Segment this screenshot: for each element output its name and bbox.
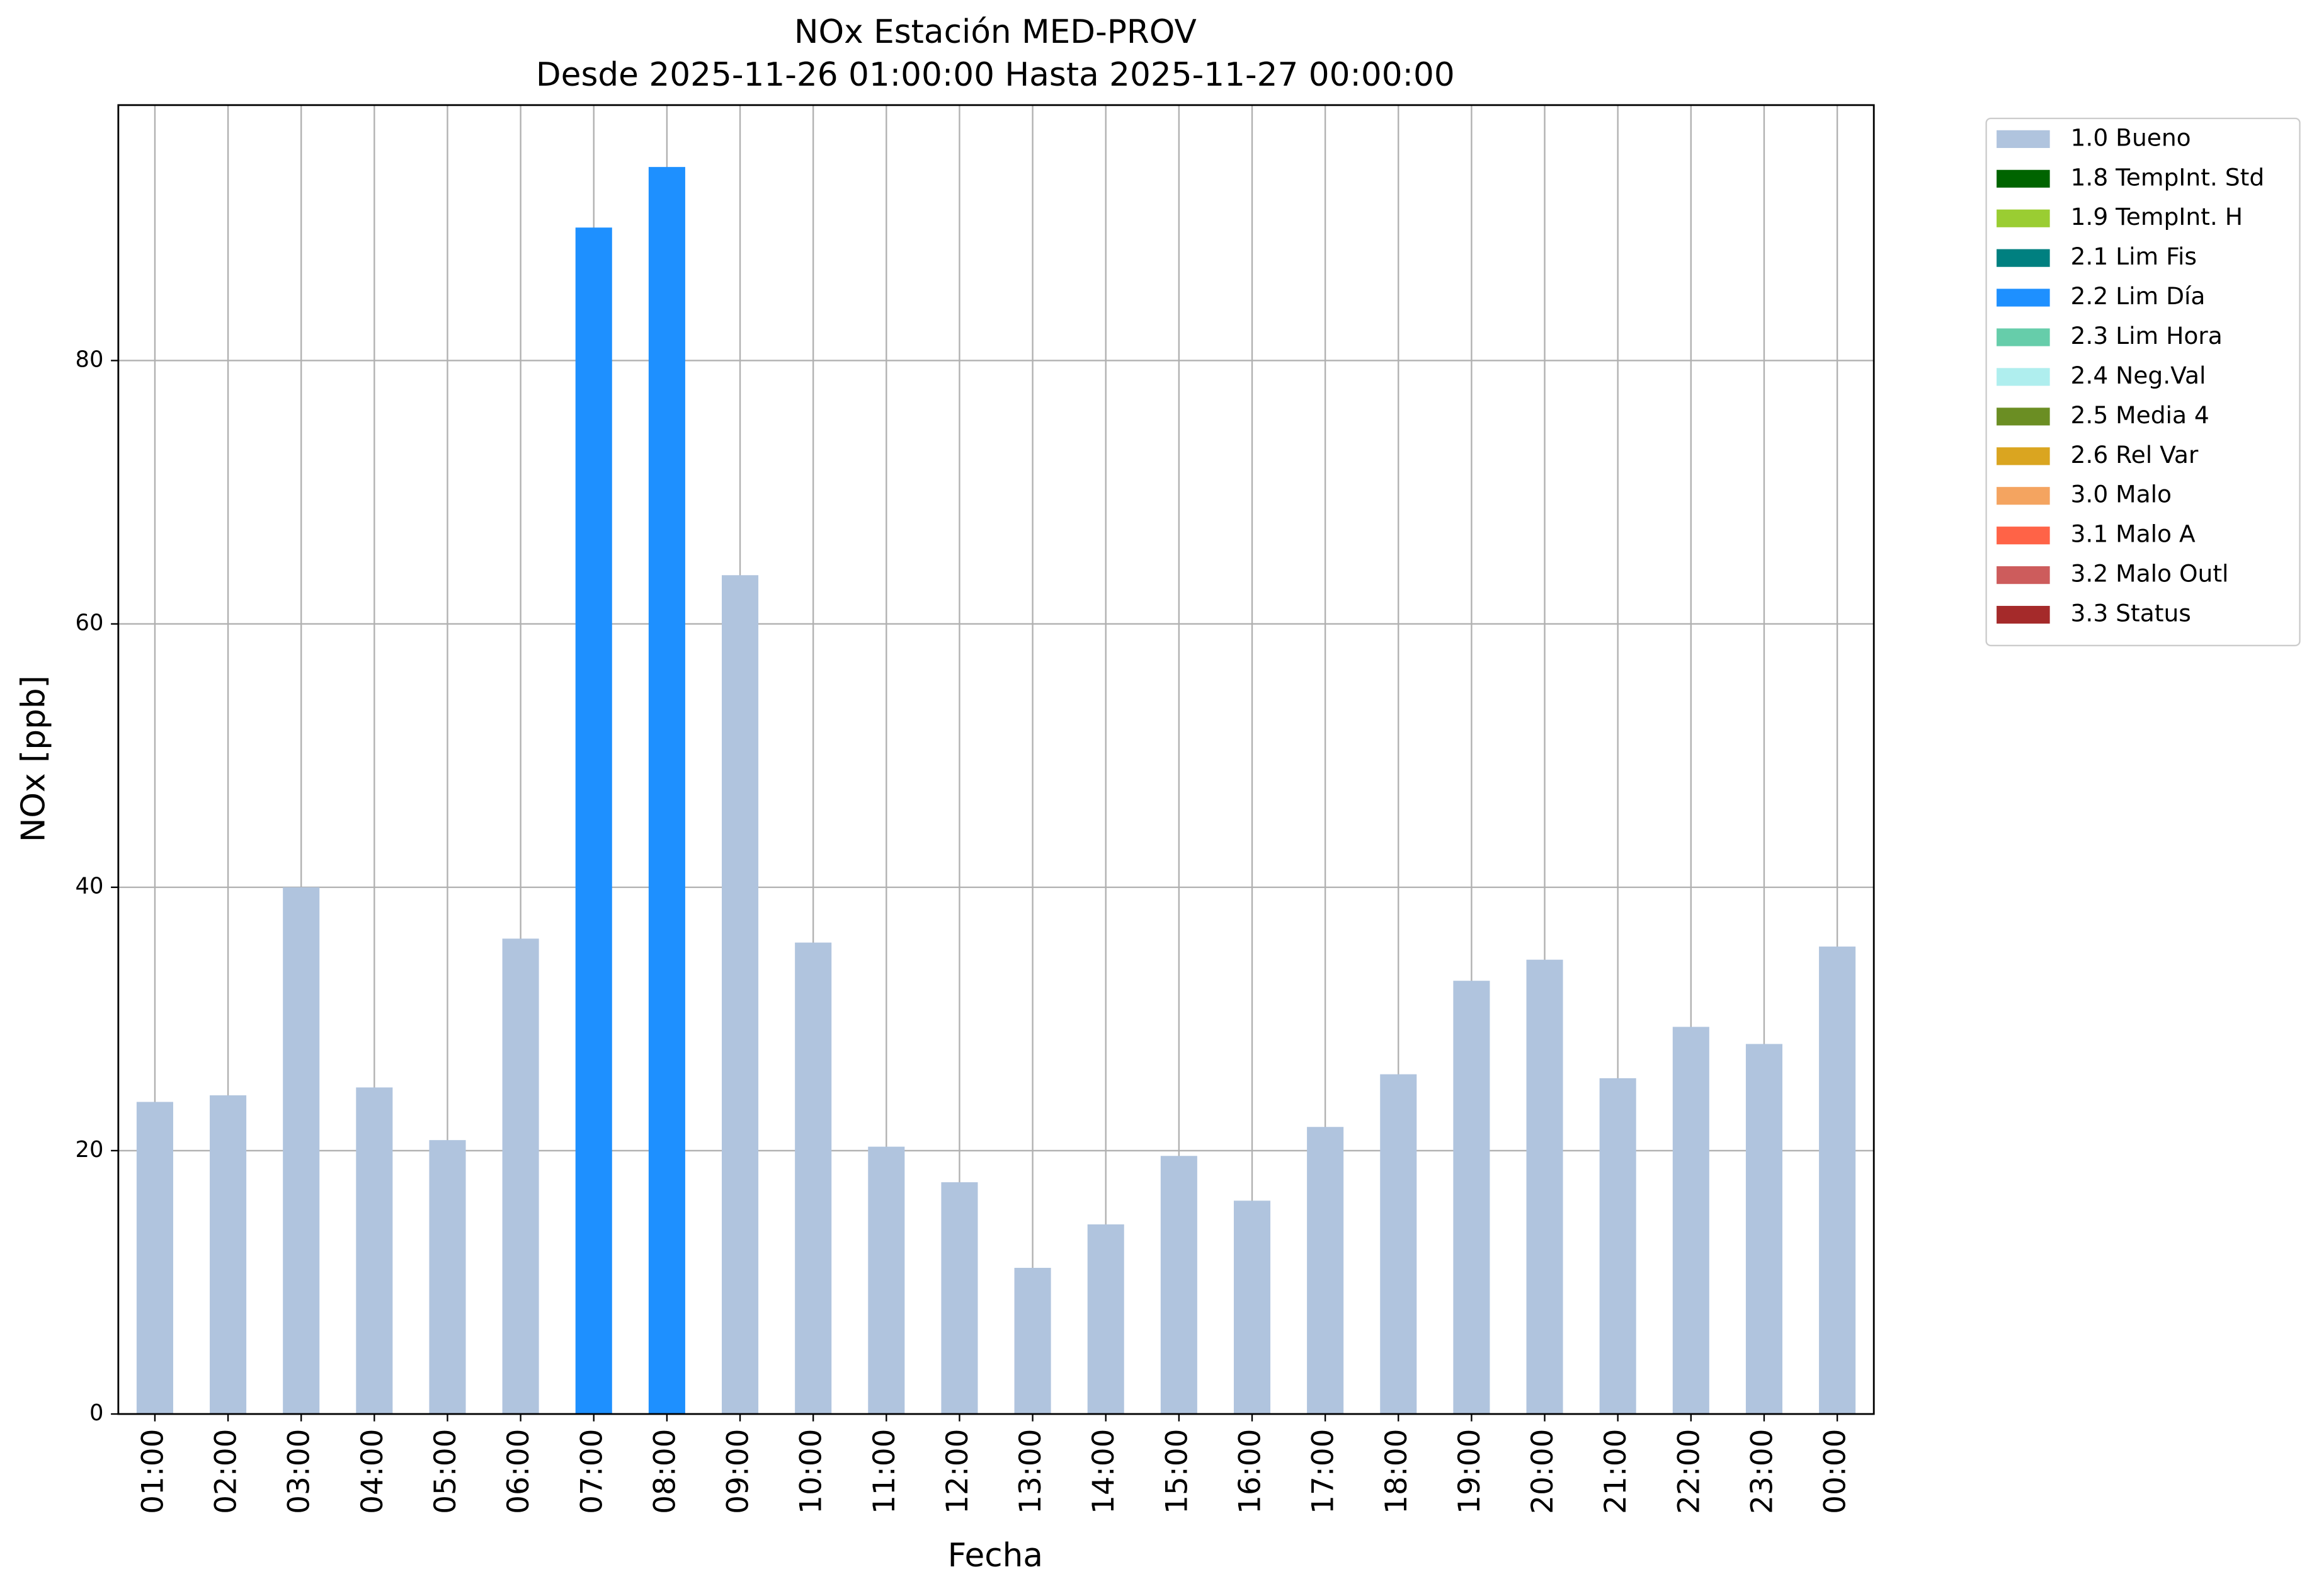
bar [941,1182,978,1415]
x-tick-label: 01:00 [135,1429,170,1514]
y-axis-label: NOx [ppb] [14,675,52,842]
bar [136,1102,173,1415]
x-tick-label: 14:00 [1086,1429,1121,1514]
legend-label: 3.0 Malo [2071,481,2172,508]
bar [1599,1078,1636,1415]
x-tick-label: 04:00 [355,1429,390,1514]
legend-swatch [1997,408,2050,426]
bar [502,938,539,1415]
bar [1526,959,1563,1415]
plot-frame [117,104,1875,1415]
bar [1307,1127,1344,1415]
bar [210,1095,247,1415]
x-tick-label: 09:00 [721,1429,756,1514]
x-tick-label: 16:00 [1233,1429,1268,1514]
legend-label: 2.2 Lim Día [2071,282,2206,310]
x-tick-label: 05:00 [428,1429,463,1514]
bar [356,1087,393,1415]
bar [1819,946,1856,1415]
y-tick-label: 0 [89,1400,103,1426]
legend-swatch [1997,169,2050,188]
legend-swatch [1997,447,2050,465]
x-tick-label: 20:00 [1525,1429,1560,1514]
x-tick-label: 13:00 [1013,1429,1048,1514]
bar [1745,1044,1783,1415]
y-tick-label: 20 [76,1137,104,1163]
legend-label: 3.3 Status [2071,600,2191,627]
x-tick-label: 15:00 [1160,1429,1194,1514]
bar [1380,1074,1417,1415]
legend-box [1985,117,2301,647]
bar [868,1146,905,1415]
legend-swatch [1997,527,2050,545]
x-tick-label: 08:00 [647,1429,682,1514]
bar [1087,1224,1124,1415]
legend-label: 3.2 Malo Outl [2071,560,2229,588]
bar [795,942,832,1415]
bars [136,167,1856,1415]
legend-label: 2.1 Lim Fis [2071,242,2197,270]
x-tick-label: 06:00 [501,1429,536,1514]
legend-swatch [1997,288,2050,307]
x-tick-label: 07:00 [574,1429,609,1514]
legend-label: 2.6 Rel Var [2071,441,2199,469]
x-tick-label: 19:00 [1452,1429,1487,1514]
legend-swatch [1997,249,2050,267]
x-tick-label: 11:00 [867,1429,902,1514]
bar [1672,1027,1709,1415]
bar [1233,1200,1271,1415]
y-tick-label: 80 [76,346,104,372]
bar [283,887,320,1415]
legend-swatch [1997,605,2050,624]
x-tick-label: 03:00 [282,1429,317,1514]
bar [1014,1267,1051,1415]
x-tick-label: 00:00 [1818,1429,1853,1514]
bar [429,1140,466,1415]
legend-swatch [1997,209,2050,227]
x-tick-label: 02:00 [209,1429,244,1514]
bar [575,227,612,1415]
y-tick-label: 60 [76,610,104,636]
legend-label: 1.8 TempInt. Std [2071,163,2265,191]
legend-swatch [1997,487,2050,505]
legend-label: 2.5 Media 4 [2071,401,2209,429]
legend-swatch [1997,368,2050,386]
bar [648,167,685,1415]
bar [1160,1156,1197,1415]
legend-label: 2.3 Lim Hora [2071,322,2223,350]
legend-swatch [1997,130,2050,148]
chart-title: NOx Estación MED-PROV [794,13,1197,51]
legend-swatch [1997,566,2050,584]
legend-swatch [1997,328,2050,346]
chart-subtitle: Desde 2025-11-26 01:00:00 Hasta 2025-11-… [536,56,1455,94]
x-tick-label: 23:00 [1745,1429,1779,1514]
x-axis-label: Fecha [948,1537,1043,1575]
x-tick-label: 17:00 [1306,1429,1341,1514]
legend-label: 1.9 TempInt. H [2071,203,2243,231]
legend-label: 3.1 Malo A [2071,520,2196,548]
legend-label: 2.4 Neg.Val [2071,362,2206,389]
x-tick-label: 21:00 [1598,1429,1633,1514]
x-tick-label: 10:00 [794,1429,829,1514]
bar [1453,981,1490,1415]
x-tick-label: 18:00 [1379,1429,1414,1514]
x-tick-label: 22:00 [1672,1429,1706,1514]
bar [722,575,759,1415]
y-tick-label: 40 [76,874,104,899]
legend-label: 1.0 Bueno [2071,123,2191,151]
x-tick-label: 12:00 [940,1429,975,1514]
